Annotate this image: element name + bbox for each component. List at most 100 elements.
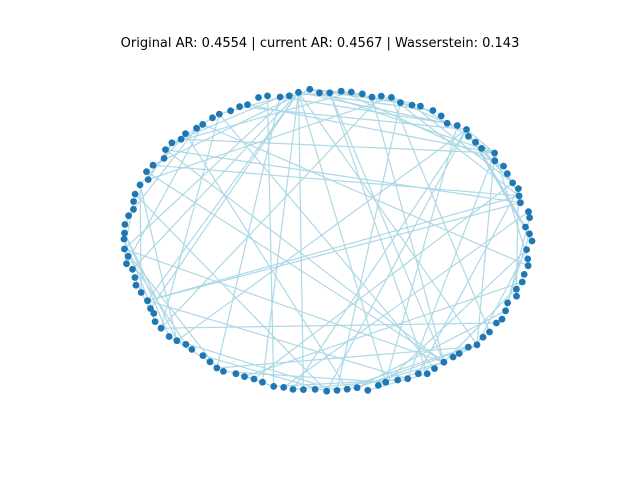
graph-node xyxy=(491,157,499,165)
graph-node xyxy=(518,278,526,286)
graph-node xyxy=(130,205,137,213)
graph-edge xyxy=(244,376,274,387)
graph-node xyxy=(504,299,511,307)
graph-node xyxy=(368,93,376,101)
graph-node xyxy=(120,235,128,243)
graph-node xyxy=(437,112,445,120)
graph-node xyxy=(130,198,138,205)
graph-node xyxy=(515,192,523,200)
graph-edge xyxy=(147,300,408,380)
graph-edge xyxy=(329,92,428,374)
graph-node xyxy=(160,155,168,162)
graph-node xyxy=(280,384,288,391)
graph-node xyxy=(147,305,154,312)
graph-edge xyxy=(152,164,520,197)
graph-node xyxy=(493,319,500,327)
graph-edge xyxy=(148,96,392,181)
graph-edge xyxy=(150,91,299,309)
graph-node xyxy=(464,343,472,351)
graph-edge xyxy=(385,125,458,383)
graph-node xyxy=(524,262,532,270)
graph-edge xyxy=(161,322,497,329)
graph-node xyxy=(326,89,334,97)
graph-node xyxy=(343,385,351,393)
graph-edge xyxy=(133,127,198,210)
graph-node xyxy=(131,274,139,281)
graph-node xyxy=(244,101,251,108)
graph-node xyxy=(136,181,144,189)
graph-node xyxy=(498,315,506,323)
graph-edge xyxy=(292,129,467,390)
graph-edge xyxy=(176,340,338,391)
graph-node xyxy=(151,318,159,325)
graph-node xyxy=(215,110,223,118)
graph-edge xyxy=(465,129,533,242)
graph-node xyxy=(500,162,507,170)
graph-node xyxy=(526,230,533,238)
graph-node xyxy=(121,221,129,228)
graph-node xyxy=(121,245,128,253)
graph-edge xyxy=(309,88,495,154)
graph-node xyxy=(236,103,244,111)
graph-edge xyxy=(475,141,495,154)
graph-edge xyxy=(476,249,528,346)
graph-edge xyxy=(181,138,495,154)
graph-node xyxy=(455,350,463,357)
graph-node xyxy=(414,370,422,378)
graph-node xyxy=(209,114,216,122)
graph-node xyxy=(125,212,132,220)
graph-node xyxy=(440,358,448,366)
graph-node xyxy=(502,307,509,315)
graph-node xyxy=(394,376,402,384)
graph-node xyxy=(353,384,361,392)
graph-edge xyxy=(134,193,328,392)
graph-node xyxy=(382,378,390,386)
graph-edge xyxy=(420,105,469,137)
graph-node xyxy=(463,126,470,133)
graph-edge xyxy=(253,182,514,380)
graph-edge xyxy=(176,129,467,342)
graph-edge xyxy=(391,96,421,107)
graph-node xyxy=(429,107,437,114)
graph-node xyxy=(404,375,412,383)
graph-edge xyxy=(400,102,448,124)
graph-node xyxy=(123,260,130,268)
graph-edge xyxy=(160,113,220,329)
graph-node xyxy=(285,92,293,100)
node-layer xyxy=(120,85,536,395)
graph-edge xyxy=(443,281,523,363)
graph-edge xyxy=(132,91,299,270)
graph-edge xyxy=(298,91,478,346)
graph-node xyxy=(129,265,136,273)
graph-node xyxy=(337,87,345,95)
graph-node xyxy=(517,199,524,207)
graph-edge xyxy=(127,255,187,345)
graph-node xyxy=(144,176,152,184)
graph-edge xyxy=(171,91,352,144)
graph-edge xyxy=(507,233,531,304)
graph-node xyxy=(121,229,128,237)
graph-edge xyxy=(280,96,448,124)
graph-node xyxy=(173,337,181,345)
graph-node xyxy=(465,133,472,140)
graph-node xyxy=(143,168,150,176)
graph-edge xyxy=(336,102,401,391)
graph-node xyxy=(206,358,214,366)
graph-node xyxy=(232,370,240,378)
graph-node xyxy=(509,179,517,187)
graph-edge xyxy=(481,147,514,184)
graph-node xyxy=(323,387,331,395)
graph-edge xyxy=(466,129,495,154)
graph-node xyxy=(478,145,486,152)
graph-node xyxy=(528,237,536,245)
graph-node xyxy=(513,285,520,293)
graph-node xyxy=(520,271,528,278)
graph-node xyxy=(295,88,302,96)
graph-edge xyxy=(147,91,299,302)
graph-node xyxy=(199,352,207,359)
graph-node xyxy=(417,102,424,110)
graph-edge xyxy=(371,97,445,363)
graph-edge xyxy=(297,92,387,383)
